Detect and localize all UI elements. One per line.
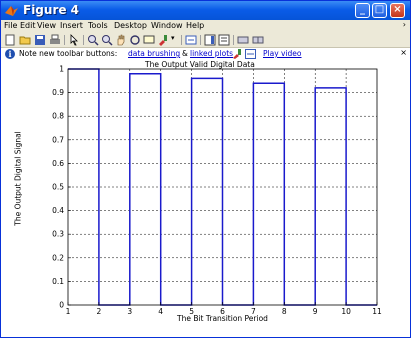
hide-plot-tools-icon[interactable] <box>237 34 249 46</box>
new-file-icon[interactable] <box>4 34 16 46</box>
print-icon[interactable] <box>49 34 61 46</box>
close-button[interactable]: × <box>390 3 405 18</box>
link-icon[interactable] <box>185 34 197 46</box>
brush-icon[interactable] <box>157 34 169 46</box>
menu-bar: File Edit View Insert Tools Desktop Wind… <box>1 20 410 33</box>
menu-edit[interactable]: Edit <box>20 21 36 30</box>
brush-dropdown-icon[interactable]: ▾ <box>171 34 175 42</box>
y-tick-label: 0.6 <box>52 159 64 168</box>
zoom-out-icon[interactable] <box>101 34 113 46</box>
series-line <box>68 68 377 306</box>
x-tick-label: 8 <box>282 307 287 316</box>
y-tick-label: 0.3 <box>52 230 64 239</box>
play-video-link[interactable]: Play video <box>263 49 302 58</box>
linked-plot-icon <box>245 49 256 59</box>
figure-toolbar: ▾ <box>1 33 410 48</box>
y-tick-label: 1 <box>59 65 64 74</box>
menu-view[interactable]: View <box>37 21 56 30</box>
y-tick-label: 0 <box>59 301 64 310</box>
menu-help[interactable]: Help <box>186 21 205 30</box>
rotate-icon[interactable] <box>129 34 141 46</box>
menu-insert[interactable]: Insert <box>60 21 83 30</box>
y-tick-label: 0.8 <box>52 112 64 121</box>
menu-file[interactable]: File <box>4 21 18 30</box>
toolbar-separator <box>83 35 84 45</box>
colorbar-icon[interactable] <box>204 34 216 46</box>
show-plot-tools-icon[interactable] <box>252 34 264 46</box>
maximize-button[interactable]: □ <box>372 3 387 18</box>
y-tick-label: 0.4 <box>52 206 64 215</box>
y-tick-label: 0.9 <box>52 88 64 97</box>
notice-text: Note new toolbar buttons: <box>19 49 118 58</box>
x-axis-label: The Bit Transition Period <box>177 314 268 323</box>
y-tick-label: 0.1 <box>52 277 64 286</box>
x-tick-label: 4 <box>158 307 163 316</box>
zoom-in-icon[interactable] <box>87 34 99 46</box>
notice-bar: i Note new toolbar buttons: data brushin… <box>1 48 410 60</box>
chart-title: The Output Valid Digital Data <box>145 60 255 69</box>
x-tick-label: 5 <box>189 307 194 316</box>
matlab-icon <box>5 6 18 16</box>
window-title: Figure 4 <box>23 3 80 17</box>
data-cursor-icon[interactable] <box>143 34 155 46</box>
save-icon[interactable] <box>34 34 46 46</box>
minimize-button[interactable]: _ <box>355 3 370 18</box>
x-tick-label: 7 <box>251 307 256 316</box>
menu-tools[interactable]: Tools <box>88 21 108 30</box>
toolbar-separator <box>64 35 65 45</box>
pan-icon[interactable] <box>115 34 127 46</box>
x-tick-label: 3 <box>127 307 132 316</box>
x-tick-label: 11 <box>372 307 382 316</box>
menu-overflow-icon[interactable]: › <box>402 20 406 29</box>
menu-desktop[interactable]: Desktop <box>114 21 147 30</box>
linked-plots-link[interactable]: linked plots <box>190 49 234 58</box>
info-icon: i <box>5 49 15 59</box>
y-axis-label: The Output Digital Signal <box>13 131 23 226</box>
y-tick-label: 0.5 <box>52 183 64 192</box>
toolbar-separator <box>233 35 234 45</box>
title-bar[interactable]: Figure 4 _ □ × <box>1 1 410 20</box>
toolbar-separator <box>200 35 201 45</box>
open-folder-icon[interactable] <box>19 34 31 46</box>
plot-area[interactable]: 1 2 3 4 5 6 7 8 9 10 11 0 0.1 0.2 0.3 0.4 0.5 0.6 0.7 0.8 0.… <box>1 60 410 337</box>
x-tick-label: 10 <box>341 307 351 316</box>
close-notice-icon[interactable]: × <box>400 48 407 57</box>
toolbar-separator <box>181 35 182 45</box>
brush-icon <box>233 49 241 59</box>
legend-icon[interactable] <box>218 34 230 46</box>
x-tick-label: 6 <box>220 307 225 316</box>
x-tick-label: 2 <box>97 307 102 316</box>
y-tick-label: 0.7 <box>52 135 64 144</box>
x-tick-label: 1 <box>66 307 71 316</box>
y-tick-label: 0.2 <box>52 253 64 262</box>
pointer-icon[interactable] <box>68 34 80 46</box>
notice-ampersand: & <box>182 49 188 58</box>
data-brushing-link[interactable]: data brushing <box>128 49 181 58</box>
x-tick-label: 9 <box>313 307 318 316</box>
menu-window[interactable]: Window <box>151 21 183 30</box>
